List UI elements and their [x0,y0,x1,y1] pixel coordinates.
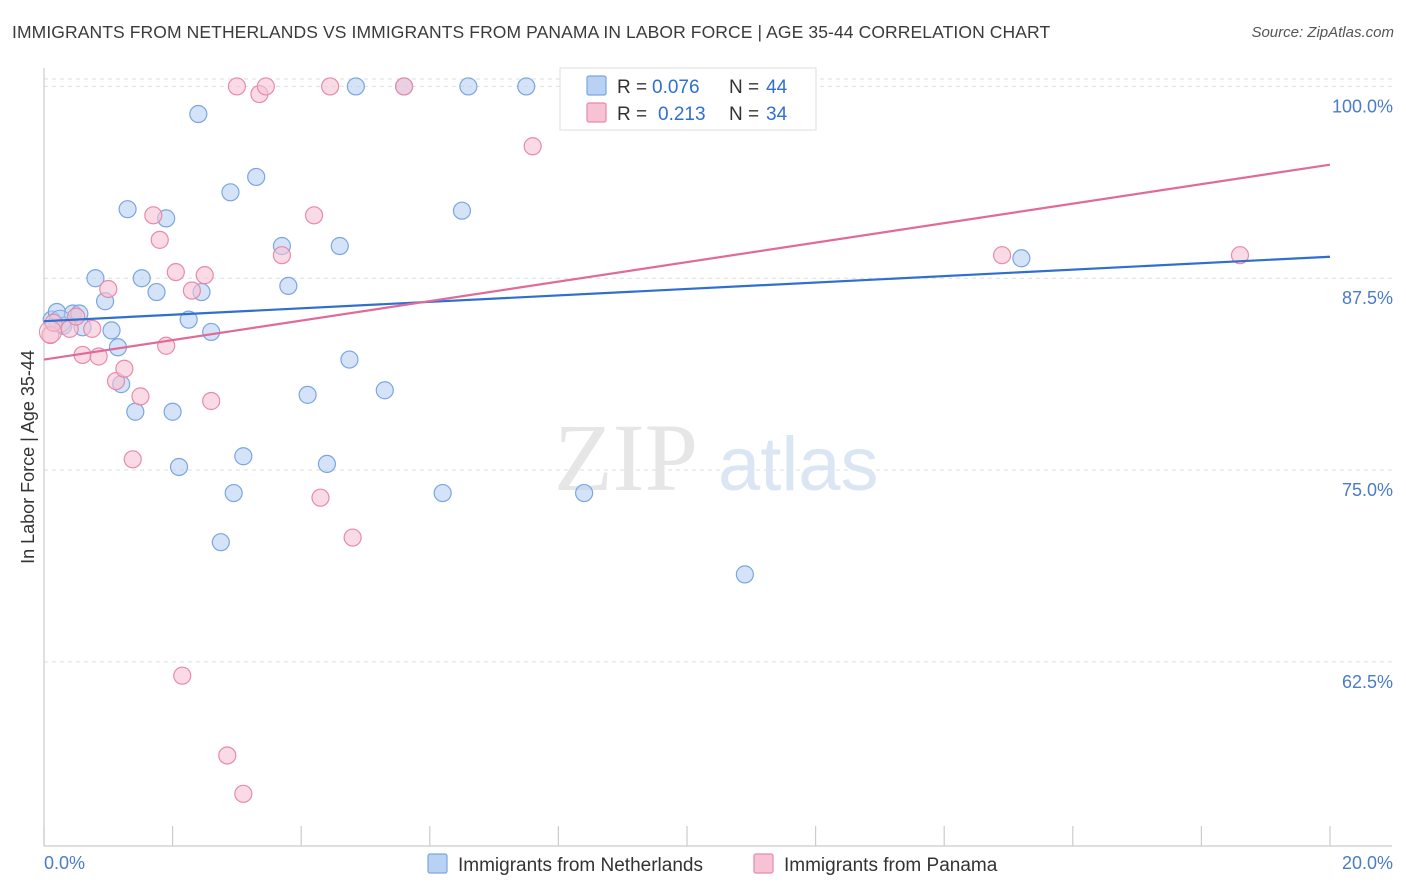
point-netherlands [279,276,298,296]
point-netherlands [375,381,394,400]
point-netherlands [189,104,208,124]
point-netherlands [169,457,189,477]
bottom-legend-label-panama: Immigrants from Panama [784,855,998,876]
bottom-legend-swatch-panama [753,853,774,874]
point-panama [131,387,150,406]
point-panama [150,230,169,249]
gridlines [44,78,1392,663]
legend-swatch-netherlands [586,75,607,96]
point-panama [99,279,118,299]
chart-title: IMMIGRANTS FROM NETHERLANDS VS IMMIGRANT… [12,22,1051,42]
point-netherlands [346,77,365,96]
point-panama [256,77,275,96]
point-netherlands [147,282,166,302]
point-panama [523,137,542,156]
point-panama [343,528,362,547]
point-panama [166,262,185,282]
point-panama [992,246,1012,265]
point-netherlands [118,200,137,219]
point-netherlands [86,269,105,288]
point-panama [67,307,86,326]
legend-n-label-panama: N = [729,104,759,125]
x-ticks [43,826,1331,846]
legend-n-value-netherlands: 44 [766,77,788,98]
series-legend: Immigrants from Netherlands Immigrants f… [427,853,998,876]
point-netherlands [211,533,230,552]
point-panama-cluster [38,320,62,344]
point-netherlands [298,385,317,404]
y-tick-label: 75.0% [1342,480,1393,500]
y-tick-label: 62.5% [1342,672,1393,692]
point-netherlands [234,447,253,466]
bottom-legend-label-netherlands: Immigrants from Netherlands [458,855,703,876]
bottom-legend-swatch-netherlands [427,853,448,874]
legend-r-value-panama: 0.213 [658,104,706,125]
point-netherlands [202,322,221,342]
x-tick-label-max: 20.0% [1342,853,1393,873]
point-panama [173,666,192,685]
point-netherlands [126,402,145,421]
point-panama [182,281,201,300]
point-panama [234,784,253,803]
y-tick-labels: 62.5% 75.0% 87.5% 100.0% [1332,96,1393,691]
legend-n-label-netherlands: N = [729,77,759,98]
point-netherlands [179,310,198,329]
trendline-netherlands [43,255,1331,323]
point-netherlands [247,167,266,187]
point-netherlands [459,77,478,96]
watermark: ZIP atlas [554,404,879,511]
legend-r-label-panama: R = [617,104,647,125]
point-panama [123,450,142,469]
point-panama [311,488,330,507]
point-netherlands [1012,249,1031,268]
point-netherlands [433,483,452,503]
point-panama [195,266,214,285]
point-netherlands [330,236,349,256]
x-tick-label-min: 0.0% [44,853,85,873]
point-panama [394,77,414,96]
point-netherlands [163,402,182,421]
point-panama [321,77,340,96]
point-netherlands [317,454,337,474]
legend-n-value-panama: 34 [766,104,788,125]
point-panama [272,246,292,265]
point-panama [218,746,237,765]
point-netherlands [224,483,243,503]
point-panama [83,319,102,338]
axes [43,68,1392,847]
y-axis-label: In Labor Force | Age 35-44 [18,350,38,564]
point-panama [304,206,324,225]
point-netherlands [102,321,121,340]
y-tick-label: 100.0% [1332,96,1393,116]
correlation-legend: R = 0.076 N = 44 R = 0.213 N = 34 [559,67,817,131]
trendlines [43,163,1331,361]
point-panama [202,391,221,411]
x-tick-labels: 0.0% 20.0% [44,853,1393,873]
point-panama [1230,246,1250,265]
watermark-atlas: atlas [718,422,879,507]
point-netherlands [221,183,240,202]
point-netherlands [575,483,594,503]
legend-swatch-panama [586,102,607,123]
point-netherlands [735,565,754,584]
trendline-panama [43,163,1331,361]
source-credit: Source: ZipAtlas.com [1251,24,1394,41]
legend-r-label-netherlands: R = [617,77,647,98]
legend-r-value-netherlands: 0.076 [652,77,700,98]
point-netherlands [517,77,536,96]
point-panama [227,77,246,96]
point-panama [144,206,163,225]
y-tick-label: 87.5% [1342,288,1393,308]
point-netherlands [452,201,472,220]
point-netherlands [340,350,359,369]
point-panama [115,359,134,378]
point-netherlands [132,269,151,288]
